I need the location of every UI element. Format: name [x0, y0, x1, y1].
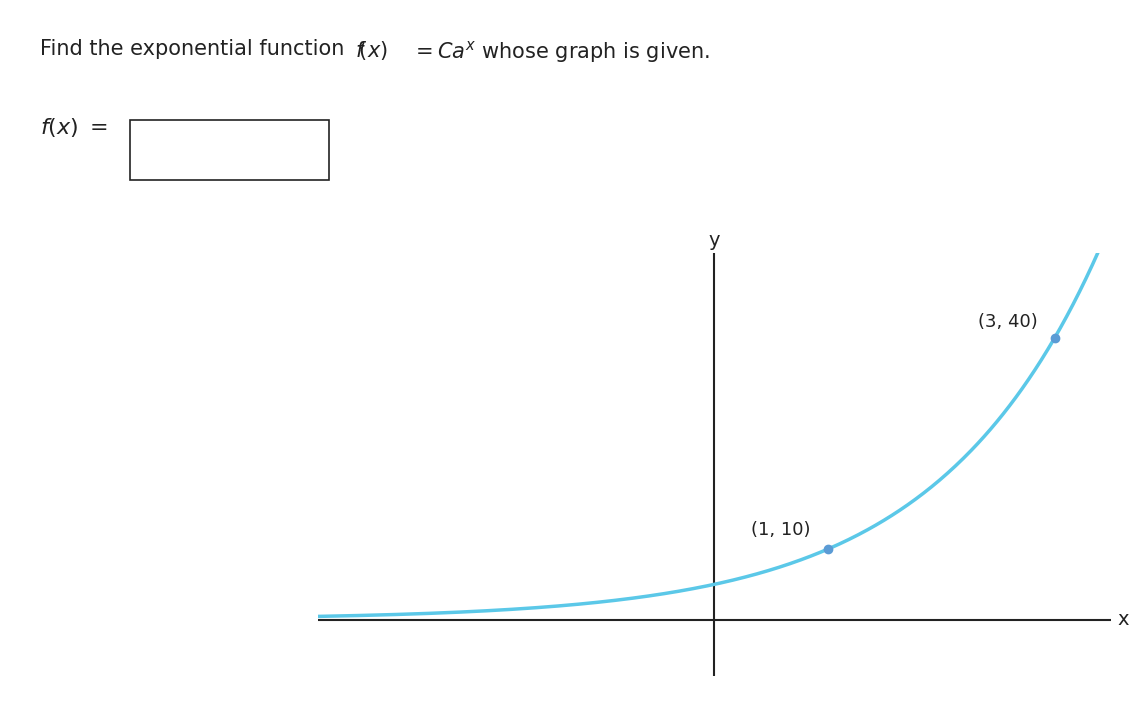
Text: x: x — [1117, 610, 1128, 629]
Text: y: y — [709, 231, 720, 250]
Text: (1, 10): (1, 10) — [752, 520, 811, 539]
Text: (3, 40): (3, 40) — [978, 313, 1038, 331]
Text: $f(x)\ =$: $f(x)\ =$ — [40, 116, 108, 139]
Text: $= Ca^x$ whose graph is given.: $= Ca^x$ whose graph is given. — [405, 39, 710, 65]
Text: $f\!\left(x\right)$: $f\!\left(x\right)$ — [355, 39, 388, 62]
Text: Find the exponential function: Find the exponential function — [40, 39, 350, 58]
